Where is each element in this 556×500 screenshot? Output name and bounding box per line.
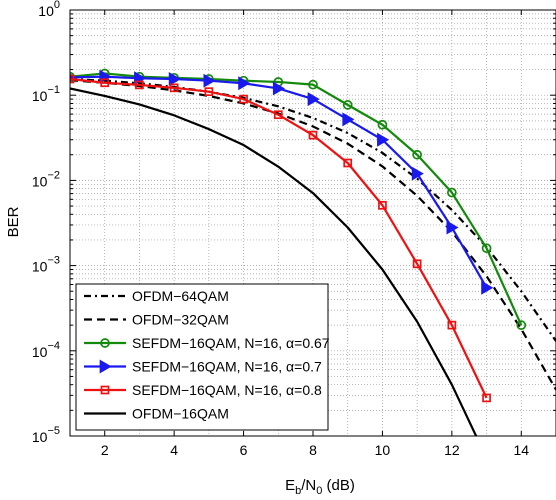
y-tick-label: 10−4	[32, 340, 60, 360]
y-tick-base: 10	[32, 88, 48, 104]
series-point	[308, 130, 318, 140]
y-tick-label: 10−3	[32, 255, 60, 275]
x-axis-title: Eb/N0 (dB)	[285, 477, 355, 497]
x-tick-label: 6	[240, 442, 248, 458]
y-tick-exponent: −3	[47, 255, 60, 267]
series-point	[203, 73, 216, 88]
y-tick-base: 10	[32, 429, 48, 445]
y-tick-label: 100	[38, 0, 60, 19]
legend-label: SEFDM−16QAM, N=16, α=0.7	[132, 359, 322, 375]
series-1	[70, 79, 556, 391]
series-point	[447, 187, 457, 198]
y-tick-label: 10−1	[32, 84, 60, 104]
series-point	[204, 87, 214, 97]
series-point	[342, 100, 353, 110]
x-axis-title-sub2: 0	[316, 485, 322, 497]
x-axis-title-mid: /N	[301, 477, 316, 494]
series-point	[342, 112, 355, 127]
legend-swatch-marker	[100, 385, 110, 395]
y-tick-exponent: −4	[47, 340, 60, 352]
x-axis-title-tail: (dB)	[322, 477, 355, 494]
y-tick-base: 10	[32, 259, 48, 275]
legend-box	[75, 283, 329, 431]
legend-label: OFDM−32QAM	[132, 312, 229, 328]
y-tick-exponent: −1	[47, 84, 60, 96]
y-tick-base: 10	[38, 3, 54, 19]
series-point	[307, 92, 320, 107]
series-3	[70, 69, 494, 295]
legend-label: SEFDM−16QAM, N=16, α=0.8	[132, 382, 322, 398]
series-line	[70, 87, 478, 436]
series-layer	[70, 68, 556, 436]
y-tick-exponent: 0	[54, 0, 60, 11]
legend-label: OFDM−64QAM	[132, 288, 229, 304]
legend-swatch-marker	[99, 359, 112, 374]
series-point	[482, 393, 491, 403]
series-point	[481, 243, 492, 254]
series-line	[70, 77, 488, 399]
x-tick-label: 14	[513, 442, 529, 458]
y-tick-exponent: −2	[47, 169, 60, 181]
legend-label: SEFDM−16QAM, N=16, α=0.67	[132, 335, 330, 351]
series-line	[70, 79, 556, 391]
series-point	[343, 158, 353, 168]
series-point	[412, 259, 422, 269]
tick-marks	[70, 9, 556, 437]
y-tick-exponent: −5	[47, 425, 60, 437]
series-line	[70, 77, 556, 342]
series-point	[516, 320, 527, 331]
series-point	[239, 94, 248, 104]
y-tick-label: 10−2	[32, 169, 60, 189]
x-axis-title-sub1: b	[295, 485, 301, 497]
series-point	[135, 80, 144, 90]
series-point	[481, 280, 494, 295]
series-point	[446, 220, 459, 235]
y-tick-base: 10	[32, 344, 48, 360]
x-tick-label: 8	[309, 442, 317, 458]
x-tick-label: 10	[375, 442, 391, 458]
series-0	[70, 77, 556, 342]
x-tick-label: 12	[444, 442, 460, 458]
legend-label: OFDM−16QAM	[132, 406, 229, 422]
series-point	[412, 149, 422, 160]
y-tick-base: 10	[32, 173, 48, 189]
series-point	[273, 110, 283, 120]
series-point	[411, 166, 424, 181]
series-5	[70, 87, 478, 436]
series-point	[378, 200, 387, 210]
legend-swatch-marker	[100, 338, 110, 348]
y-tick-label: 10−5	[32, 425, 60, 445]
series-4	[70, 74, 491, 403]
x-tick-label: 2	[101, 442, 109, 458]
legend: OFDM−64QAM OFDM−32QAM SEFDM−16QAM, N=16, α…	[75, 283, 330, 431]
series-point	[272, 81, 285, 96]
series-point	[168, 72, 181, 86]
series-point	[377, 119, 388, 130]
series-point	[308, 79, 318, 90]
x-tick-labels: 2 4 6 8 10 12 14	[101, 442, 529, 458]
series-point	[169, 83, 179, 93]
series-line	[70, 72, 523, 326]
series-point	[447, 320, 457, 330]
series-point	[238, 76, 251, 91]
y-axis-title: BER	[5, 206, 22, 237]
series-point	[70, 74, 75, 84]
x-axis-title-main: E	[285, 477, 295, 494]
x-tick-label: 4	[170, 442, 178, 458]
series-point	[100, 78, 110, 88]
series-point	[377, 132, 390, 147]
